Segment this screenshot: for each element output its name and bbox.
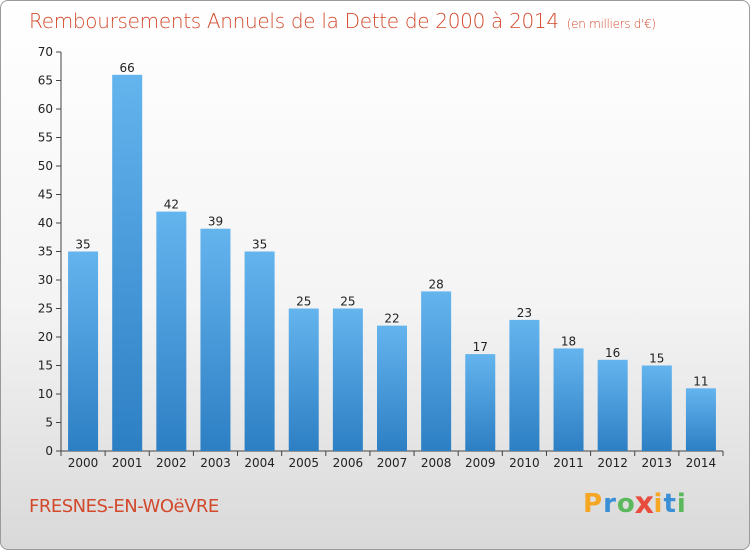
- proxiti-logo: Proxiti: [583, 486, 687, 522]
- chart-title: Remboursements Annuels de la Dette de 20…: [29, 9, 656, 33]
- chart-unit: (en milliers d'€): [566, 17, 656, 31]
- bar: [68, 251, 99, 451]
- bar: [553, 348, 584, 451]
- bar: [465, 354, 496, 451]
- x-tick-label: 2010: [509, 456, 540, 470]
- town-name: FRESNES-EN-WOëVRE: [29, 496, 219, 517]
- x-tick-label: 2000: [68, 456, 99, 470]
- bar: [244, 251, 275, 451]
- y-tick-label: 5: [45, 416, 53, 430]
- x-tick-label: 2001: [112, 456, 143, 470]
- x-tick-label: 2012: [597, 456, 628, 470]
- y-tick-label: 25: [38, 302, 53, 316]
- bar-value-label: 35: [252, 238, 267, 252]
- bar-value-label: 11: [693, 374, 708, 388]
- y-tick-label: 15: [38, 359, 53, 373]
- y-tick-label: 60: [38, 102, 53, 116]
- bar: [377, 325, 407, 451]
- bar: [112, 74, 143, 452]
- bar: [685, 388, 716, 451]
- chart-title-text: Remboursements Annuels de la Dette de 20…: [29, 9, 559, 33]
- y-tick-label: 40: [38, 216, 53, 230]
- x-tick-label: 2009: [465, 456, 496, 470]
- bar-value-label: 42: [164, 198, 179, 212]
- y-tick-label: 50: [38, 159, 53, 173]
- x-tick-label: 2003: [200, 456, 231, 470]
- bar: [597, 359, 628, 451]
- logo-letter: t: [663, 489, 677, 519]
- y-tick-label: 10: [38, 387, 53, 401]
- bar-value-label: 66: [120, 61, 135, 75]
- bar-value-label: 23: [517, 306, 532, 320]
- x-tick-label: 2004: [244, 456, 275, 470]
- bar: [421, 291, 452, 451]
- bar-value-label: 18: [561, 334, 576, 348]
- bar-value-label: 25: [296, 295, 311, 309]
- x-tick-label: 2008: [421, 456, 452, 470]
- bar: [156, 211, 187, 451]
- chart-axes: 0 5 10 15 20 25 30 35 40 45 50 55 60 65 70 2000 2001 2002…: [38, 45, 724, 470]
- bar: [641, 365, 672, 451]
- logo-letter: x: [634, 486, 655, 522]
- y-tick-label: 65: [38, 74, 53, 88]
- bar: [288, 308, 319, 451]
- bar: [332, 308, 363, 451]
- x-tick-label: 2011: [553, 456, 584, 470]
- logo-letter: P: [583, 489, 604, 519]
- bar-value-label: 22: [384, 312, 399, 326]
- logo-letter: r: [603, 489, 617, 519]
- bar-value-label: 16: [605, 346, 620, 360]
- bar-value-label: 39: [208, 215, 223, 229]
- bar-value-label: 28: [428, 277, 443, 291]
- logo-letter: o: [616, 489, 636, 519]
- y-tick-label: 20: [38, 330, 53, 344]
- x-tick-label: 2002: [156, 456, 187, 470]
- bar-value-label: 15: [649, 352, 664, 366]
- y-tick-label: 70: [38, 45, 53, 59]
- x-tick-label: 2013: [642, 456, 673, 470]
- y-tick-label: 45: [38, 188, 53, 202]
- x-tick-label: 2014: [686, 456, 717, 470]
- y-tick-label: 35: [38, 245, 53, 259]
- y-tick-label: 55: [38, 131, 53, 145]
- bar-value-label: 25: [340, 295, 355, 309]
- y-tick-label: 0: [45, 444, 53, 458]
- y-tick-label: 30: [38, 273, 53, 287]
- x-tick-label: 2006: [333, 456, 364, 470]
- bar-value-label: 35: [75, 238, 90, 252]
- x-tick-label: 2007: [377, 456, 408, 470]
- bar: [509, 319, 540, 451]
- chart-bars: 35 66 42 39 35 25 25 22 28 17 23 18 16 15 11: [68, 61, 716, 452]
- x-tick-label: 2005: [288, 456, 319, 470]
- logo-letter: i: [653, 489, 664, 519]
- bar-value-label: 17: [473, 340, 488, 354]
- logo-letter: i: [676, 489, 687, 519]
- bar: [200, 228, 231, 451]
